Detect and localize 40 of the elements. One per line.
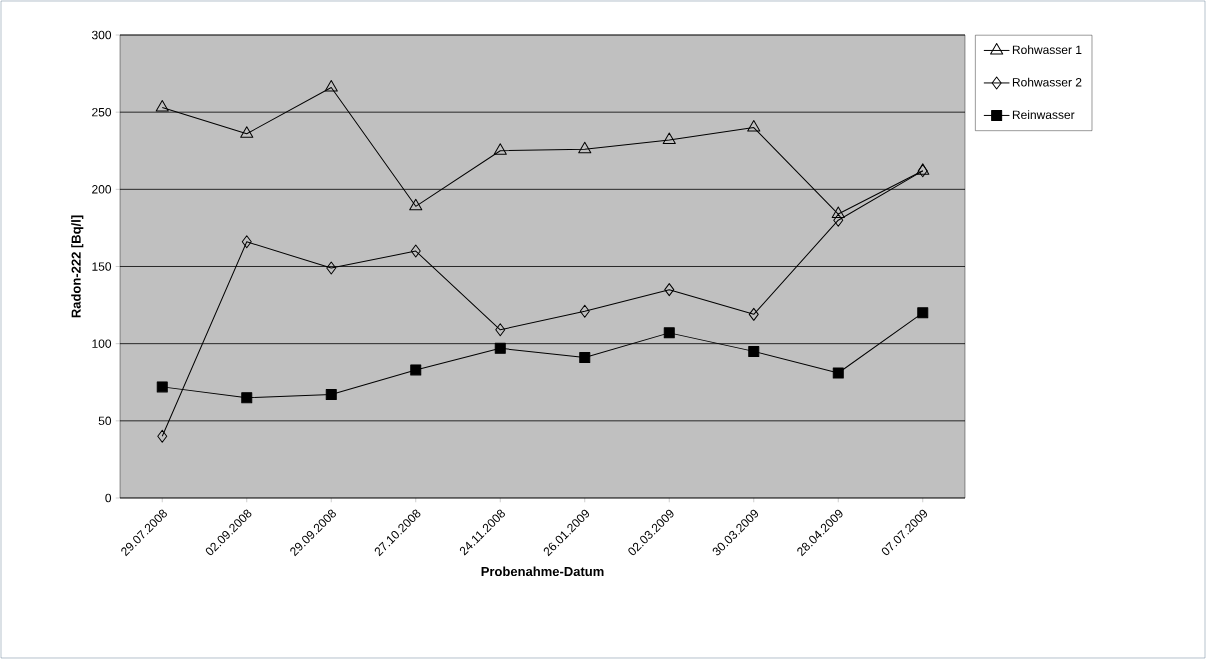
point [748, 307, 759, 321]
y-tick-label: 150 [92, 262, 112, 271]
point [410, 244, 421, 258]
point [157, 429, 168, 443]
point [833, 213, 844, 227]
point [241, 392, 253, 404]
point [578, 141, 592, 154]
point [241, 235, 252, 249]
legend-label: Rohwasser 2 [1012, 77, 1082, 87]
y-tick-label: 250 [92, 107, 112, 117]
point [494, 342, 506, 354]
point [156, 381, 168, 393]
point [831, 206, 845, 219]
point [324, 79, 338, 92]
point [155, 100, 169, 112]
y-axis-title: Radon-222 [Bq/l] [71, 215, 84, 318]
point [240, 126, 254, 138]
legend-label: Rohwasser 1 [1012, 45, 1082, 54]
point [409, 198, 423, 211]
legend-label: Reinwasser [1012, 110, 1075, 119]
point [410, 364, 422, 376]
point [662, 132, 676, 144]
point [917, 307, 929, 319]
y-tick-label: 0 [105, 493, 112, 503]
y-tick-label: 100 [92, 339, 112, 348]
point [579, 352, 591, 364]
point [493, 143, 507, 155]
x-axis-title: Probenahme-Datum [481, 566, 604, 577]
y-tick-label: 300 [91, 30, 112, 40]
point [832, 367, 844, 379]
point [748, 345, 760, 357]
y-tick-label: 200 [92, 185, 112, 194]
point [664, 283, 675, 297]
point [326, 261, 337, 275]
point [579, 304, 590, 318]
point [747, 120, 761, 132]
y-tick-label: 50 [98, 416, 112, 426]
point [495, 323, 506, 337]
point [325, 389, 337, 401]
point [663, 327, 675, 339]
